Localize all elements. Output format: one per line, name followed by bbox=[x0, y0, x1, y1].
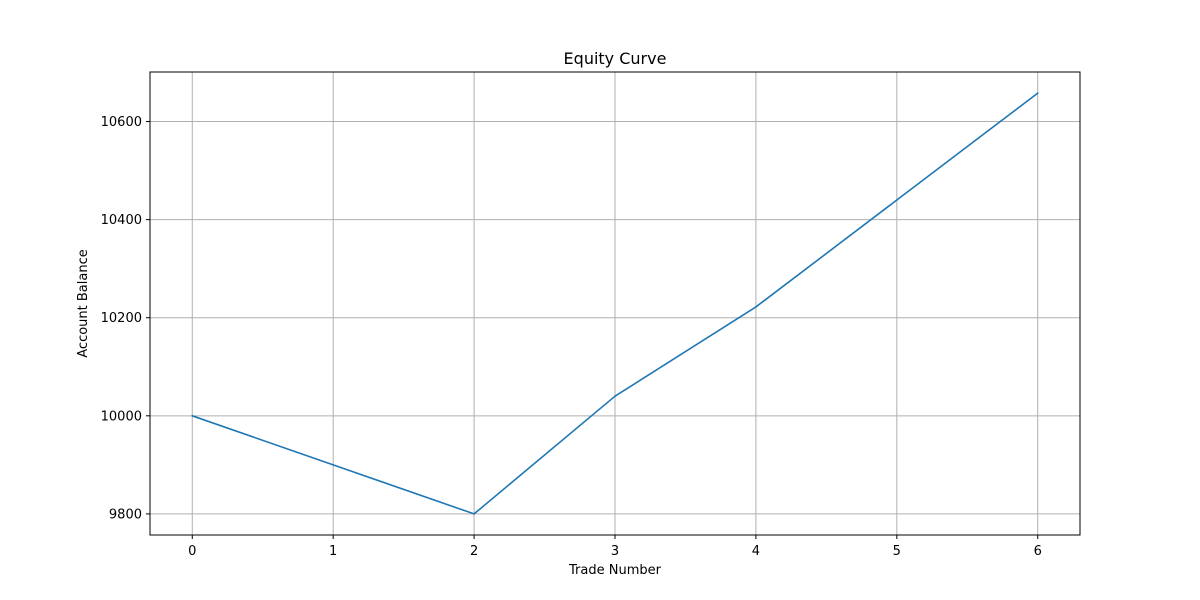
grid bbox=[150, 72, 1080, 535]
x-tick-label: 0 bbox=[188, 544, 196, 559]
y-tick-label: 9800 bbox=[109, 507, 142, 522]
data-point bbox=[332, 464, 334, 466]
x-tick-label: 3 bbox=[611, 544, 619, 559]
y-tick-label: 10600 bbox=[101, 115, 142, 130]
x-axis: 0 1 2 3 4 5 6 bbox=[188, 535, 1042, 559]
y-tick-label: 10200 bbox=[101, 311, 142, 326]
y-axis-title: Account Balance bbox=[76, 249, 91, 357]
x-axis-title: Trade Number bbox=[568, 563, 662, 578]
x-tick-label: 2 bbox=[470, 544, 478, 559]
data-point bbox=[191, 415, 194, 417]
data-point bbox=[755, 306, 757, 308]
y-tick-label: 10400 bbox=[101, 213, 142, 228]
x-tick-label: 5 bbox=[893, 544, 901, 559]
data-point bbox=[896, 199, 898, 201]
data-point bbox=[1036, 92, 1039, 94]
series-layer bbox=[191, 92, 1039, 515]
x-tick-label: 4 bbox=[752, 544, 760, 559]
data-point bbox=[614, 395, 616, 397]
data-point bbox=[473, 513, 475, 515]
y-axis: 9800 10000 10200 10400 10600 bbox=[101, 115, 150, 522]
chart-title: Equity Curve bbox=[564, 49, 667, 68]
y-tick-label: 10000 bbox=[101, 409, 142, 424]
x-tick-label: 1 bbox=[329, 544, 337, 559]
x-tick-label: 6 bbox=[1034, 544, 1042, 559]
